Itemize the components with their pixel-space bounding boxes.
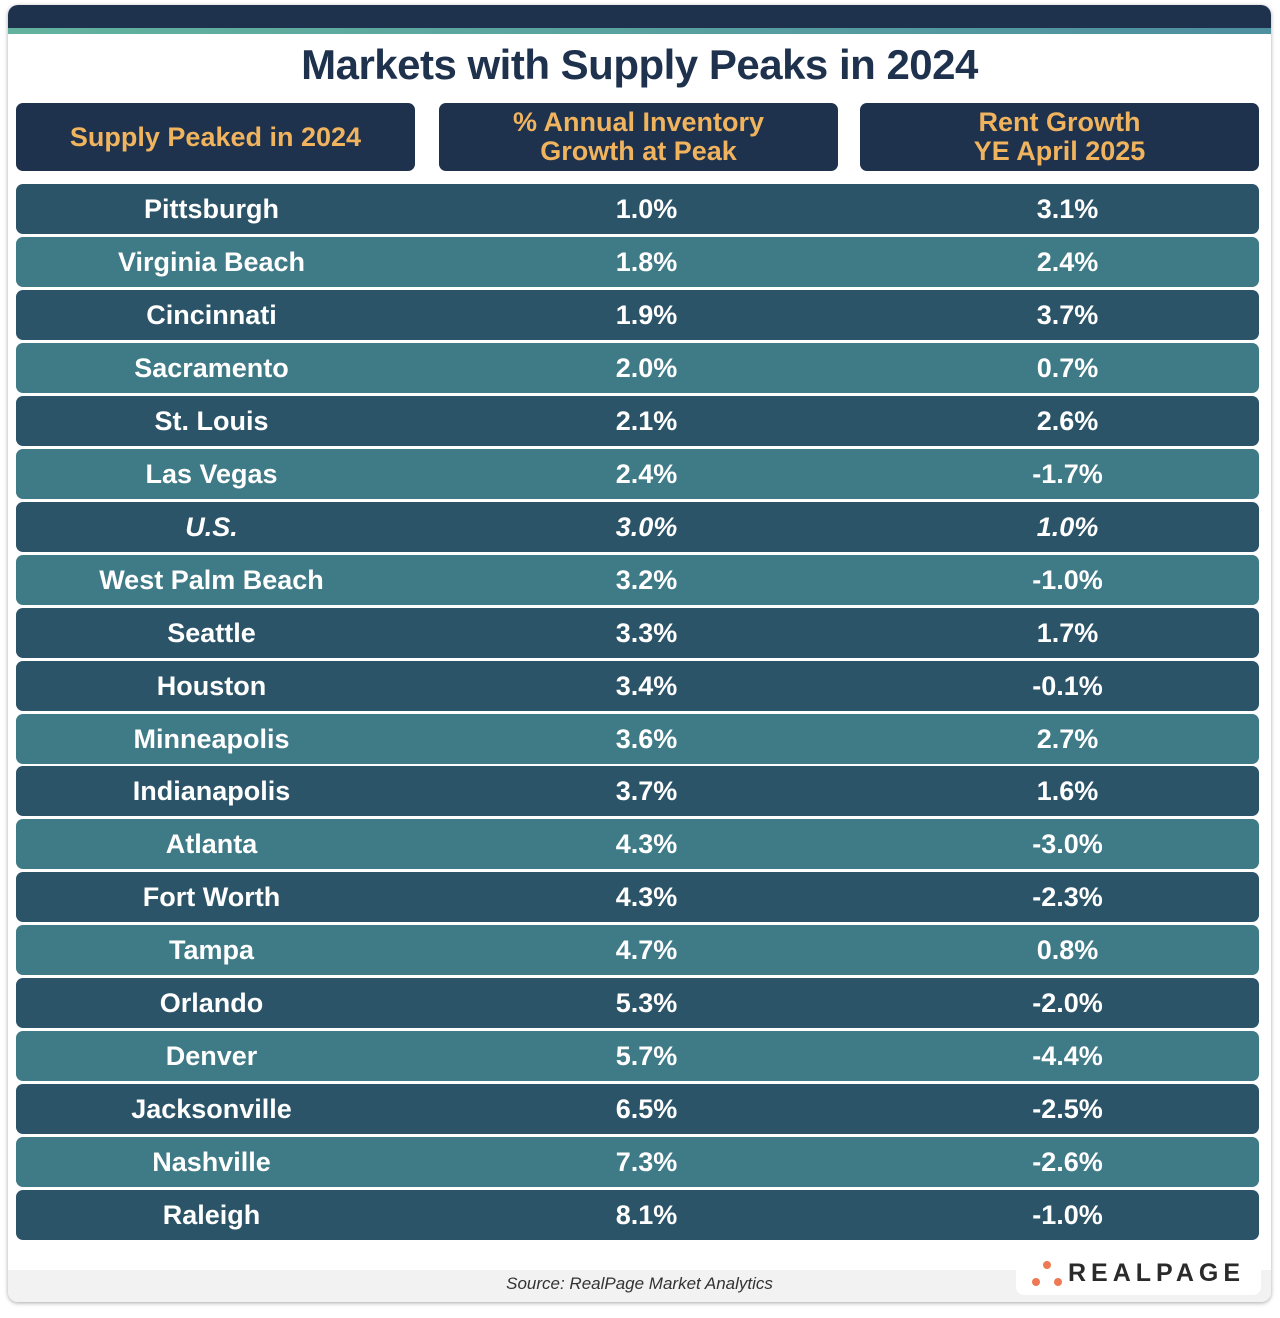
market-cell: Indianapolis: [132, 776, 291, 807]
inventory-growth-cell: 2.4%: [615, 458, 678, 489]
table-row: Pittsburgh 1.0% 3.1%: [16, 184, 1259, 234]
table-row: Virginia Beach 1.8% 2.4%: [16, 236, 1259, 287]
table-row: Houston 3.4% -0.1%: [16, 660, 1259, 711]
rent-growth-cell: -2.5%: [1032, 1094, 1103, 1125]
inventory-growth-cell: 6.5%: [615, 1094, 678, 1125]
rent-growth-cell: -2.0%: [1032, 988, 1103, 1019]
rent-growth-cell: -4.4%: [1032, 1041, 1103, 1072]
rent-growth-cell: -0.1%: [1032, 670, 1103, 701]
rent-growth-cell: 2.7%: [1036, 723, 1099, 754]
table-row: Raleigh 8.1% -1.0%: [16, 1190, 1259, 1241]
inventory-growth-cell: 7.3%: [615, 1147, 678, 1178]
logo-text: REALPAGE: [1067, 1259, 1246, 1287]
market-cell: Houston: [156, 670, 267, 701]
table-row: Nashville 7.3% -2.6%: [16, 1137, 1259, 1188]
inventory-growth-cell: 8.1%: [615, 1200, 678, 1231]
table-row: Fort Worth 4.3% -2.3%: [16, 872, 1259, 923]
column-header-inventory-growth: % Annual Inventory Growth at Peak: [439, 103, 838, 171]
table-row: Tampa 4.7% 0.8%: [16, 925, 1259, 976]
rent-growth-cell: 1.6%: [1036, 776, 1099, 807]
rent-growth-cell: 2.6%: [1036, 405, 1099, 436]
market-cell: Tampa: [168, 935, 255, 966]
inventory-growth-cell: 3.6%: [615, 723, 678, 754]
rent-growth-cell: 2.4%: [1036, 246, 1099, 277]
inventory-growth-cell: 4.7%: [615, 935, 678, 966]
table-row: Indianapolis 3.7% 1.6%: [16, 766, 1259, 817]
rent-growth-cell: 1.0%: [1036, 511, 1099, 542]
table-row: St. Louis 2.1% 2.6%: [16, 395, 1259, 446]
inventory-growth-cell: 2.0%: [615, 352, 678, 383]
column-header-rent-growth: Rent Growth YE April 2025: [860, 103, 1259, 171]
market-cell: Las Vegas: [145, 458, 278, 489]
inventory-growth-cell: 2.1%: [615, 405, 678, 436]
table-row: Denver 5.7% -4.4%: [16, 1031, 1259, 1082]
market-cell: Jacksonville: [131, 1094, 292, 1125]
table-row: Seattle 3.3% 1.7%: [16, 607, 1259, 658]
market-cell: Pittsburgh: [144, 194, 279, 224]
inventory-growth-cell: 4.3%: [615, 829, 678, 860]
inventory-growth-cell: 3.7%: [615, 776, 678, 807]
rent-growth-cell: -1.0%: [1032, 564, 1103, 595]
table-row: Cincinnati 1.9% 3.7%: [16, 289, 1259, 340]
table-row: West Palm Beach 3.2% -1.0%: [16, 554, 1259, 605]
rent-growth-cell: 3.1%: [1036, 194, 1099, 224]
market-cell: Seattle: [167, 617, 256, 648]
inventory-growth-cell: 5.3%: [615, 988, 678, 1019]
inventory-growth-cell: 3.3%: [615, 617, 678, 648]
inventory-growth-cell: 3.2%: [615, 564, 678, 595]
table-row: Atlanta 4.3% -3.0%: [16, 819, 1259, 870]
market-cell: Raleigh: [162, 1200, 261, 1231]
market-cell: Nashville: [152, 1147, 271, 1178]
column-header-market: Supply Peaked in 2024: [16, 103, 415, 171]
table-row: Jacksonville 6.5% -2.5%: [16, 1084, 1259, 1135]
rent-growth-cell: 3.7%: [1036, 299, 1099, 330]
top-bar: [8, 5, 1271, 28]
market-cell: Cincinnati: [146, 299, 277, 330]
inventory-growth-cell: 1.0%: [615, 194, 678, 224]
logo-dots-icon: [1031, 1260, 1062, 1287]
rent-growth-cell: 1.7%: [1036, 617, 1099, 648]
source-note: Source: RealPage Market Analytics: [506, 1274, 773, 1293]
rent-growth-cell: -1.7%: [1032, 458, 1103, 489]
inventory-growth-cell: 4.3%: [615, 882, 678, 913]
realpage-logo: REALPAGE: [1016, 1252, 1261, 1295]
inventory-growth-cell: 5.7%: [615, 1041, 678, 1072]
rent-growth-cell: 0.8%: [1036, 935, 1099, 966]
inventory-growth-cell: 1.8%: [615, 246, 678, 277]
rent-growth-cell: 0.7%: [1036, 352, 1099, 383]
market-cell: Fort Worth: [142, 882, 281, 913]
market-cell: Minneapolis: [133, 723, 290, 754]
rent-growth-cell: -2.6%: [1032, 1147, 1103, 1178]
inventory-growth-cell: 3.4%: [615, 670, 678, 701]
market-cell: Denver: [165, 1041, 258, 1072]
chart-title: Markets with Supply Peaks in 2024: [301, 41, 978, 88]
accent-stripe: [8, 28, 1271, 34]
table-row: Orlando 5.3% -2.0%: [16, 978, 1259, 1029]
table-row: Minneapolis 3.6% 2.7%: [16, 713, 1259, 764]
table-row: Las Vegas 2.4% -1.7%: [16, 448, 1259, 499]
infographic-card: Markets with Supply Peaks in 2024 Supply…: [8, 5, 1271, 1302]
rent-growth-cell: -1.0%: [1032, 1200, 1103, 1231]
market-cell: Orlando: [159, 988, 264, 1019]
inventory-growth-cell: 3.0%: [615, 511, 678, 542]
rent-growth-cell: -3.0%: [1032, 829, 1103, 860]
market-cell: Atlanta: [165, 829, 258, 860]
market-cell: West Palm Beach: [99, 564, 324, 595]
inventory-growth-cell: 1.9%: [615, 299, 678, 330]
market-cell: Sacramento: [134, 352, 289, 383]
table-row: U.S. 3.0% 1.0%: [16, 501, 1259, 552]
market-cell: U.S.: [185, 511, 238, 542]
market-cell: Virginia Beach: [117, 246, 306, 277]
market-cell: St. Louis: [154, 405, 269, 436]
table-row: Sacramento 2.0% 0.7%: [16, 342, 1259, 393]
rent-growth-cell: -2.3%: [1032, 882, 1103, 913]
